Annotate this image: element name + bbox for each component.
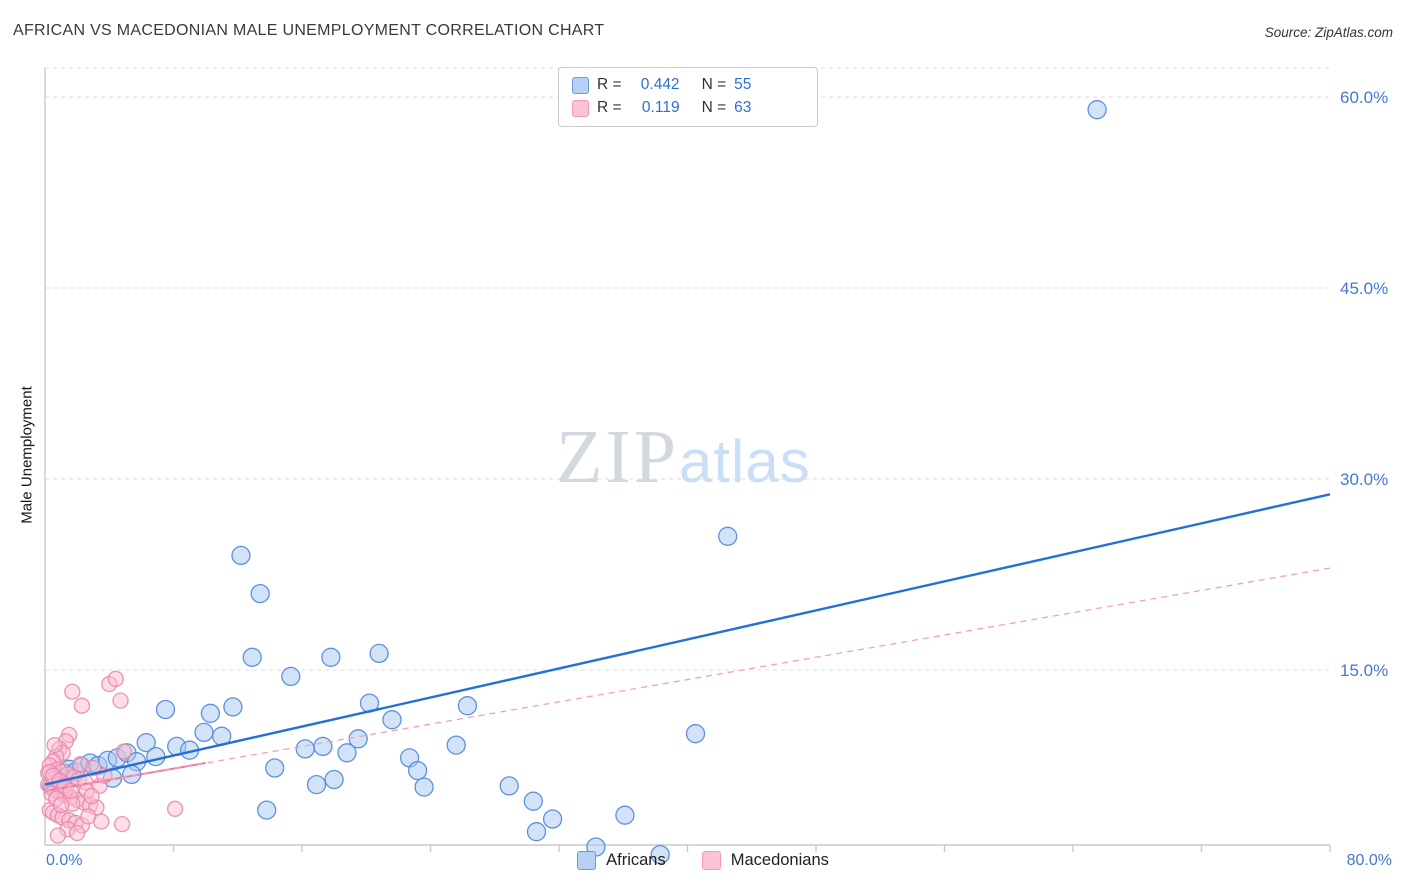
scatter-point-africans [685, 724, 706, 744]
scatter-point-africans [324, 769, 344, 790]
scatter-point-africans [337, 743, 357, 763]
scatter-point-africans [265, 758, 285, 778]
stats-row-africans: R = 0.442 N = 55 [572, 76, 804, 94]
zipatlas-watermark: ZIPatlas [556, 415, 811, 499]
correlation-stats-box: R = 0.442 N = 55 R = 0.119 N = 63 [558, 67, 818, 127]
scatter-point-africans [136, 732, 156, 753]
scatter-point-africans [650, 844, 670, 865]
scatter-point-africans [382, 710, 402, 730]
scatter-point-macedonians [112, 692, 129, 709]
x-min-label: 0.0% [46, 852, 83, 869]
scatter-point-africans [257, 800, 277, 820]
scatter-point-africans [250, 583, 270, 604]
scatter-point-africans [146, 746, 166, 767]
r-label: R = [597, 76, 622, 93]
r-value-africans: 0.442 [640, 76, 680, 93]
scatter-point-africans [155, 699, 176, 720]
trend-line-africans [44, 493, 1331, 786]
scatter-point-macedonians [49, 827, 67, 844]
scatter-point-africans [407, 760, 428, 781]
africans-legend-label: Africans [606, 851, 666, 869]
trend-line-macedonians [44, 567, 1331, 792]
africans-swatch [572, 76, 589, 94]
scatter-point-africans [414, 777, 434, 797]
scatter-point-africans [457, 696, 478, 716]
scatter-point-africans [321, 647, 341, 667]
scatter-point-macedonians [46, 736, 63, 754]
scatter-point-macedonians [52, 796, 70, 814]
y-tick-label: 30.0% [1340, 470, 1388, 489]
scatter-point-africans [281, 666, 301, 687]
n-label: N = [701, 76, 727, 93]
scatter-point-africans [231, 545, 251, 566]
scatter-point-africans [526, 822, 547, 842]
scatter-point-africans [242, 647, 262, 667]
scatter-point-africans [615, 805, 635, 825]
scatter-point-macedonians [93, 813, 110, 830]
y-tick-label: 15.0% [1340, 661, 1388, 680]
scatter-point-africans [313, 736, 333, 757]
scatter-point-africans [446, 735, 466, 755]
africans-legend-swatch [577, 851, 597, 870]
scatter-point-africans [306, 774, 327, 795]
scatter-point-africans [348, 729, 368, 749]
scatter-point-africans [200, 703, 221, 723]
scatter-point-macedonians [64, 683, 81, 700]
chart-title: AFRICAN VS MACEDONIAN MALE UNEMPLOYMENT … [13, 22, 605, 39]
scatter-point-africans [295, 739, 315, 759]
macedonians-legend-label: Macedonians [730, 851, 829, 869]
scatter-point-africans [499, 776, 519, 796]
scatter-point-macedonians [107, 670, 124, 688]
series-legend: Africans Macedonians [0, 851, 1406, 870]
y-tick-label: 60.0% [1340, 88, 1388, 107]
scatter-point-africans [523, 791, 543, 811]
r-value-macedonians: 0.119 [641, 99, 680, 116]
scatter-point-macedonians [73, 697, 91, 714]
scatter-point-macedonians [83, 787, 100, 805]
scatter-point-macedonians [166, 800, 184, 817]
scatter-point-macedonians [115, 743, 132, 760]
y-axis-title: Male Unemployment [18, 386, 36, 524]
scatter-point-africans [718, 526, 738, 546]
scatter-point-africans [194, 722, 214, 743]
n-value-africans: 55 [734, 76, 752, 93]
scatter-point-africans [1087, 100, 1107, 120]
n-value-macedonians: 63 [734, 99, 752, 116]
scatter-point-africans [542, 809, 563, 829]
macedonians-swatch [572, 99, 589, 117]
source-label: Source: ZipAtlas.com [1264, 25, 1393, 40]
n-label: N = [701, 99, 727, 116]
scatter-point-africans [223, 697, 243, 717]
stats-row-macedonians: R = 0.119 N = 63 [572, 99, 804, 117]
macedonians-legend-swatch [701, 851, 721, 870]
scatter-point-africans [369, 643, 389, 664]
r-label: R = [597, 99, 622, 116]
scatter-point-macedonians [68, 824, 86, 842]
x-max-label: 80.0% [1346, 852, 1392, 869]
scatter-point-macedonians [113, 815, 131, 833]
y-tick-label: 45.0% [1340, 279, 1388, 298]
